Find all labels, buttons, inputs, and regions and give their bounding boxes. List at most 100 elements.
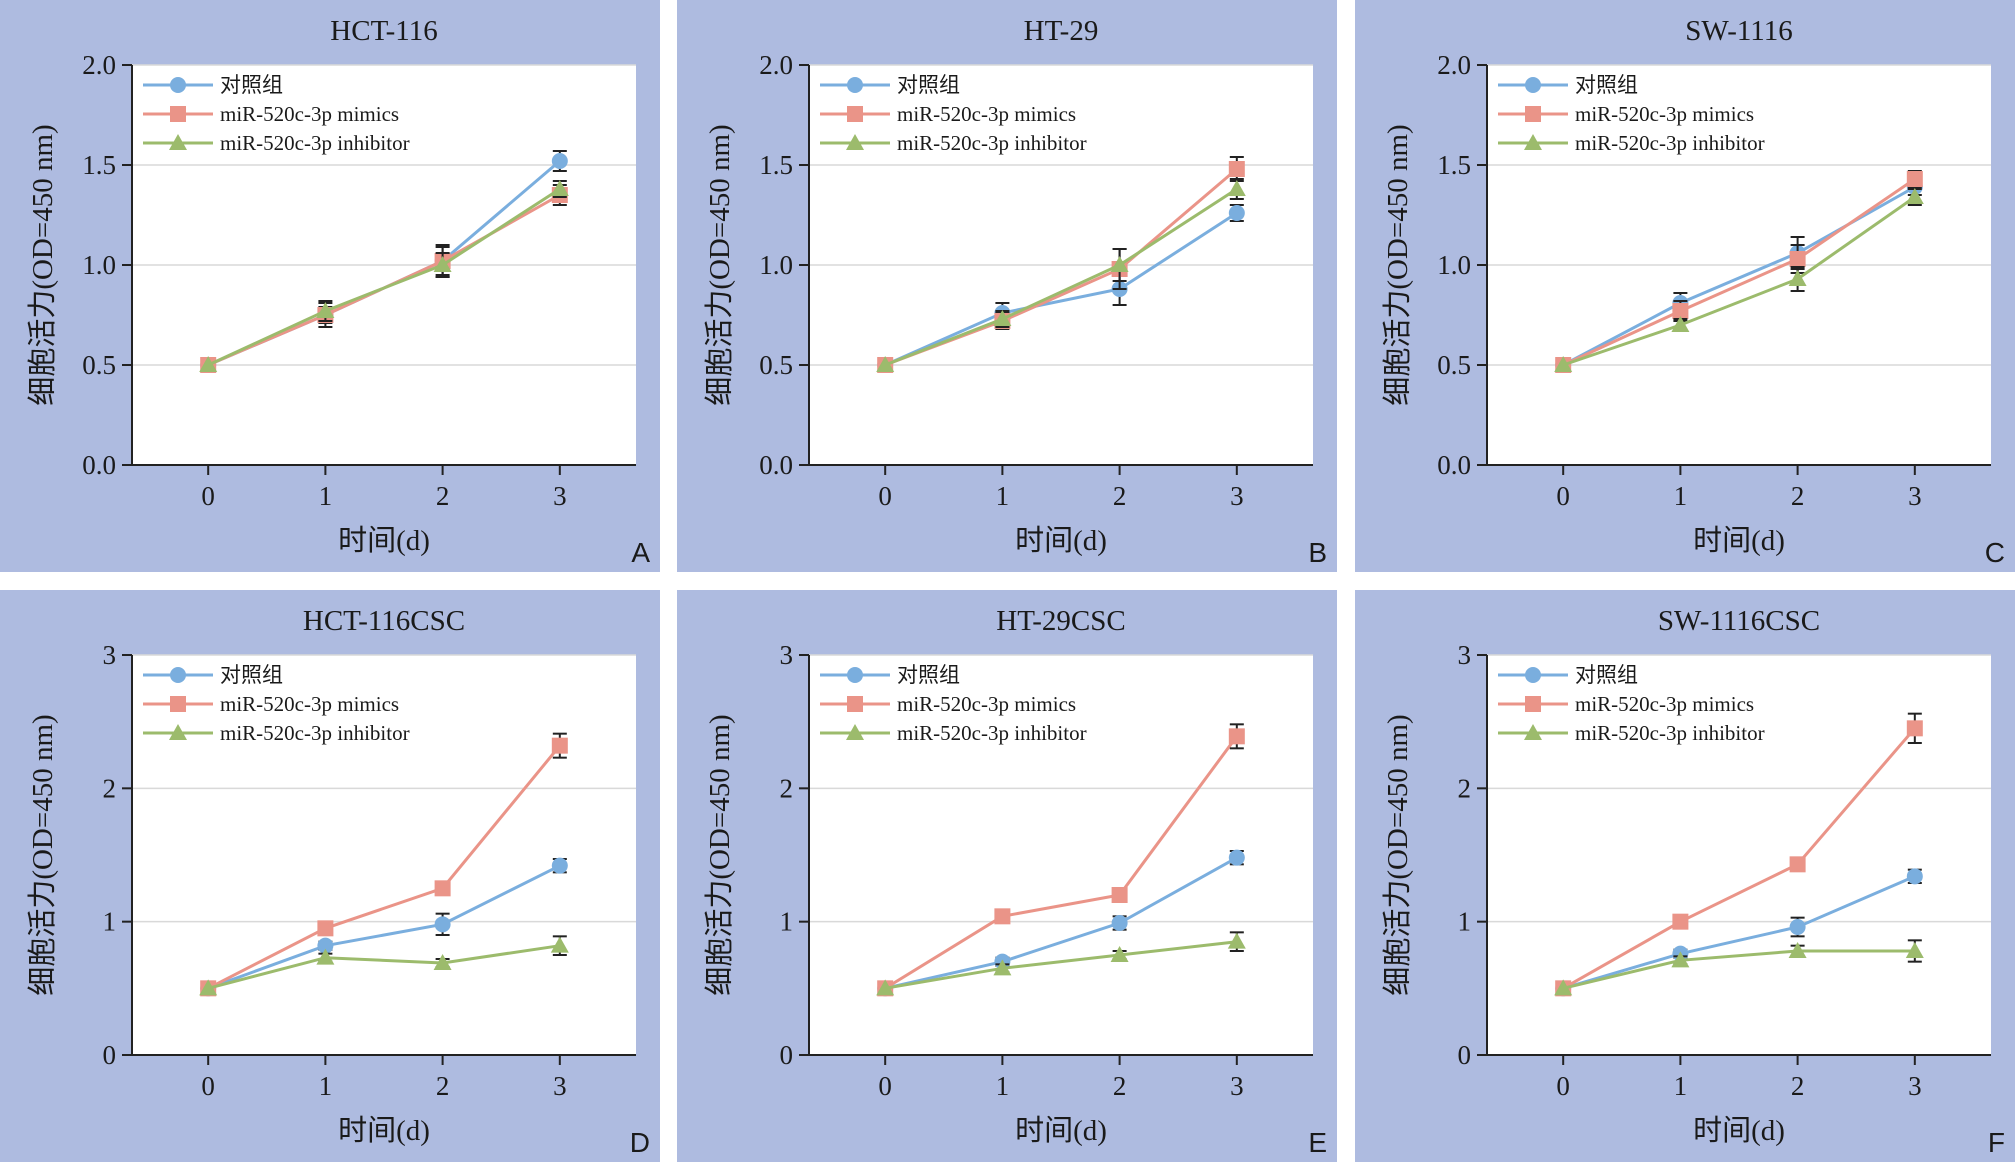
- legend-label: miR-520c-3p inhibitor: [220, 721, 410, 745]
- series-inhibitor: [199, 180, 569, 372]
- data-point: [1228, 728, 1245, 745]
- data-point: [316, 948, 335, 965]
- legend-marker: [1525, 696, 1541, 712]
- series-inhibitor: [876, 931, 1246, 996]
- data-point: [1554, 979, 1573, 996]
- legend-label: miR-520c-3p mimics: [897, 692, 1076, 716]
- data-point: [1671, 951, 1690, 968]
- x-axis-label: 时间(d): [1015, 524, 1107, 557]
- y-tick-label: 0.5: [759, 350, 793, 380]
- legend-marker: [847, 696, 863, 712]
- panel-letter: B: [1308, 537, 1327, 568]
- y-tick-label: 3: [780, 640, 794, 670]
- y-axis-label: 细胞活力(OD=450 nm): [26, 714, 59, 995]
- x-tick-label: 0: [201, 1071, 215, 1101]
- data-point: [1227, 180, 1246, 196]
- x-tick-label: 1: [996, 1071, 1010, 1101]
- x-tick-label: 1: [1674, 1071, 1688, 1101]
- y-tick-label: 0.0: [82, 450, 116, 480]
- data-point: [1111, 915, 1128, 931]
- data-point: [1228, 849, 1245, 866]
- data-point: [1227, 932, 1246, 949]
- legend: 对照组 miR-520c-3p mimics miR-520c-3p inhibit…: [1498, 663, 1765, 745]
- legend-marker: [1524, 724, 1542, 740]
- legend-marker: [1525, 667, 1541, 683]
- data-point: [876, 356, 895, 372]
- x-tick-label: 0: [878, 481, 892, 511]
- y-tick-label: 0: [103, 1040, 117, 1070]
- chart-svg: HCT-116CSC 0 1 2 3 0 1 2 3 时间(d) 细胞活力(OD=450 nm) D 对…: [26, 605, 650, 1158]
- series-line: [207, 187, 561, 367]
- legend-label: miR-520c-3p inhibitor: [220, 131, 410, 155]
- legend-label: 对照组: [220, 73, 283, 97]
- x-tick-label: 2: [1791, 1071, 1805, 1101]
- y-axis-label: 细胞活力(OD=450 nm): [1381, 714, 1414, 995]
- panel-title: SW-1116: [1685, 15, 1792, 47]
- legend-marker: [170, 77, 186, 93]
- series-inhibitor: [1554, 188, 1924, 372]
- legend: 对照组 miR-520c-3p mimics miR-520c-3p inhibit…: [1498, 73, 1765, 155]
- series-line: [1562, 727, 1916, 990]
- data-point: [1905, 188, 1924, 204]
- panel-f: SW-1116CSC 0 1 2 3 0 1 2 3 时间(d) 细胞活力(OD=450 nm) F 对…: [1355, 590, 2015, 1162]
- data-point: [1228, 161, 1245, 177]
- y-tick-label: 3: [103, 640, 117, 670]
- series-line: [207, 944, 561, 990]
- data-point: [434, 916, 451, 933]
- y-tick-label: 0.5: [1437, 350, 1471, 380]
- panel-letter: F: [1988, 1127, 2005, 1158]
- x-axis-label: 时间(d): [1693, 524, 1785, 557]
- series-mimics: [1555, 712, 1923, 997]
- panel-title: HCT-116CSC: [303, 605, 465, 637]
- panel-title: HT-29CSC: [996, 605, 1125, 637]
- x-tick-label: 3: [1908, 481, 1922, 511]
- legend-label: miR-520c-3p inhibitor: [1575, 721, 1765, 745]
- x-axis-label: 时间(d): [1015, 1114, 1107, 1147]
- x-axis-label: 时间(d): [338, 1114, 430, 1147]
- data-point: [1906, 868, 1923, 885]
- legend-label: 对照组: [220, 663, 283, 687]
- series-line: [207, 864, 561, 990]
- data-point: [1788, 942, 1807, 958]
- legend-label: miR-520c-3p mimics: [220, 692, 399, 716]
- x-tick-label: 3: [553, 481, 567, 511]
- legend-marker: [1525, 77, 1541, 93]
- x-tick-label: 2: [1113, 1071, 1127, 1101]
- y-axis-label: 细胞活力(OD=450 nm): [703, 714, 736, 995]
- data-point: [994, 908, 1011, 925]
- y-tick-label: 1.5: [1437, 150, 1471, 180]
- panel-title: HCT-116: [330, 15, 437, 47]
- y-tick-label: 0: [780, 1040, 794, 1070]
- data-point: [317, 937, 334, 954]
- series-mimics: [1555, 170, 1923, 373]
- data-point: [876, 979, 895, 996]
- series-line: [884, 856, 1238, 990]
- legend-marker: [170, 667, 186, 683]
- legend-marker: [847, 667, 863, 683]
- legend-marker: [170, 696, 186, 712]
- legend-label: 对照组: [1575, 663, 1638, 687]
- data-point: [316, 302, 335, 318]
- y-tick-label: 0.0: [1437, 450, 1471, 480]
- y-tick-label: 2: [1458, 773, 1472, 803]
- data-point: [1906, 720, 1923, 737]
- series-line: [207, 744, 561, 990]
- legend-marker: [169, 134, 187, 150]
- data-point: [551, 857, 568, 874]
- y-axis-label: 细胞活力(OD=450 nm): [26, 124, 59, 405]
- y-tick-label: 0.5: [82, 350, 116, 380]
- x-tick-label: 2: [436, 1071, 450, 1101]
- data-point: [1672, 913, 1689, 930]
- data-point: [1905, 942, 1924, 958]
- x-tick-label: 0: [878, 1071, 892, 1101]
- series-inhibitor: [1554, 939, 1924, 996]
- y-tick-label: 1.5: [759, 150, 793, 180]
- panel-a: HCT-116 0.0 0.5 1.0 1.5 2.0 0 1 2 3 时间(d) 细胞活力(OD=4…: [0, 0, 660, 572]
- series-line: [1562, 195, 1916, 367]
- x-tick-label: 3: [553, 1071, 567, 1101]
- data-point: [1789, 251, 1806, 267]
- data-point: [551, 737, 568, 754]
- legend-marker: [846, 134, 864, 150]
- panel-d: HCT-116CSC 0 1 2 3 0 1 2 3 时间(d) 细胞活力(OD=450 nm) D 对…: [0, 590, 660, 1162]
- legend-label: miR-520c-3p inhibitor: [897, 131, 1087, 155]
